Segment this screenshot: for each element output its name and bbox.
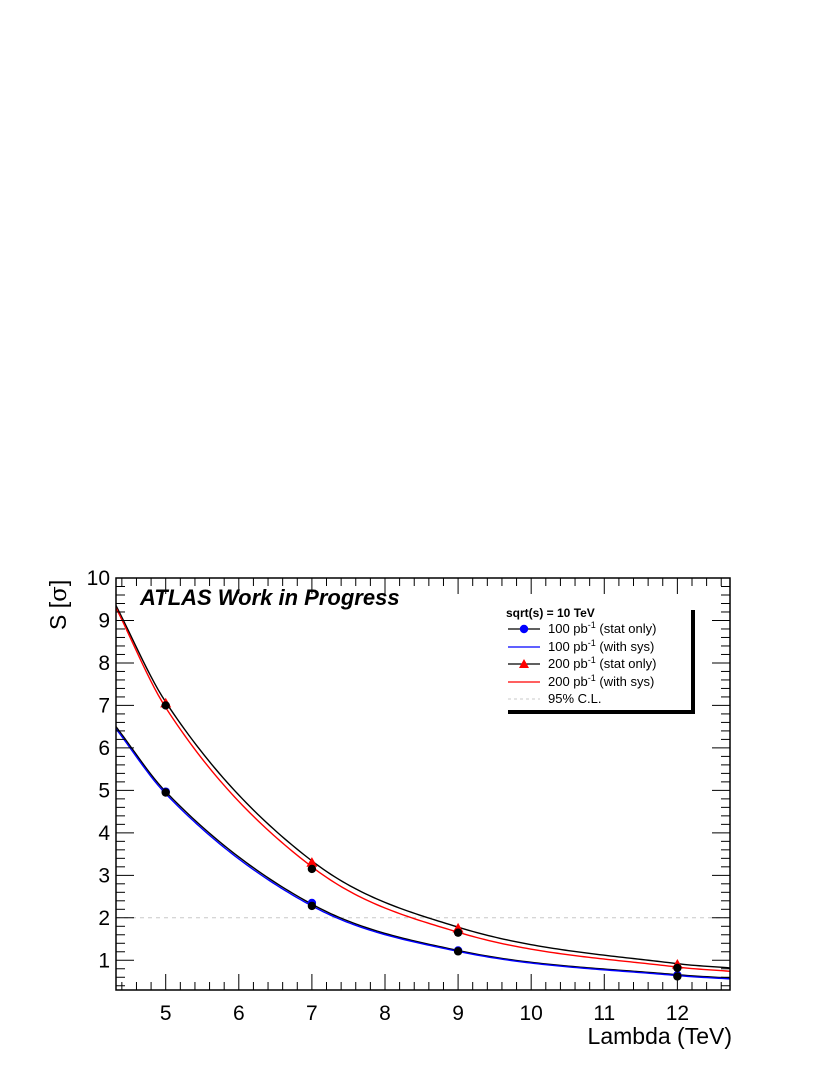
data-point-circle — [161, 701, 170, 710]
y-tick-label: 2 — [98, 907, 110, 930]
data-point-circle — [453, 928, 463, 937]
data-point-circle — [161, 788, 170, 797]
data-point-circle — [307, 901, 317, 911]
legend-label-sup: -1 — [588, 655, 596, 665]
legend-label-main: 200 pb — [548, 674, 588, 689]
y-axis-title-sigma: σ — [46, 586, 72, 602]
plot-content — [116, 605, 730, 981]
y-tick-label: 4 — [98, 822, 110, 845]
x-tick-label: 8 — [379, 1002, 391, 1025]
legend-label-main: 95% C.L. — [548, 691, 601, 706]
legend-entry: 100 pb-1 (with sys) — [508, 638, 654, 654]
legend-entry: 200 pb-1 (with sys) — [508, 673, 654, 689]
y-tick-label: 1 — [98, 949, 110, 972]
legend-title: sqrt(s) = 10 TeV — [506, 606, 595, 620]
legend-entries: 100 pb-1 (stat only)100 pb-1 (with sys)2… — [508, 620, 656, 706]
x-tick-label: 11 — [593, 1002, 615, 1025]
data-point-circle — [673, 963, 682, 973]
y-tick-label: 6 — [98, 737, 110, 760]
x-tick-label: 5 — [160, 1002, 172, 1025]
x-tick-label: 6 — [233, 1002, 245, 1025]
legend: sqrt(s) = 10 TeV 100 pb-1 (stat only)100… — [504, 605, 695, 714]
fit-curve-0 — [116, 726, 730, 979]
legend-label: 95% C.L. — [548, 691, 601, 706]
legend-marker-triangle — [519, 659, 529, 668]
x-tick-label: 9 — [452, 1002, 464, 1025]
fit-curve-1 — [116, 728, 730, 980]
legend-marker-circle — [519, 624, 529, 634]
axis-ticks — [116, 577, 730, 990]
legend-entry: 200 pb-1 (stat only) — [508, 655, 656, 671]
x-tick-label: 7 — [306, 1002, 318, 1025]
plot-frame — [115, 577, 731, 991]
y-tick-label: 7 — [98, 694, 110, 717]
legend-label-suffix: (with sys) — [596, 639, 655, 654]
y-tick-label: 3 — [98, 864, 110, 887]
x-tick-label: 12 — [666, 1002, 689, 1025]
legend-entry: 100 pb-1 (stat only) — [508, 620, 656, 636]
x-tick-label: 10 — [520, 1002, 543, 1025]
legend-label-suffix: (with sys) — [596, 674, 655, 689]
legend-label-sup: -1 — [588, 673, 596, 683]
y-axis-title-end: ] — [45, 580, 71, 586]
legend-entry: 95% C.L. — [508, 691, 601, 706]
legend-label: 200 pb-1 (with sys) — [548, 673, 654, 689]
data-point-circle — [307, 864, 317, 874]
legend-label: 100 pb-1 (with sys) — [548, 638, 654, 654]
legend-label-main: 200 pb — [548, 656, 588, 671]
y-tick-label: 5 — [98, 779, 110, 802]
y-axis-title: S [σ] — [45, 580, 72, 630]
legend-label-main: 100 pb — [548, 639, 588, 654]
y-tick-label: 9 — [98, 609, 110, 632]
chart-watermark: ATLAS Work in Progress — [139, 585, 400, 610]
y-tick-label: 8 — [98, 652, 110, 675]
y-axis-title-main: S [ — [45, 601, 71, 630]
fit-curve-2 — [116, 605, 730, 969]
x-axis-title: Lambda (TeV) — [588, 1023, 732, 1049]
legend-label-sup: -1 — [588, 638, 596, 648]
legend-background — [504, 605, 693, 713]
legend-label-suffix: (stat only) — [596, 621, 657, 636]
legend-label-suffix: (stat only) — [596, 656, 657, 671]
legend-label: 200 pb-1 (stat only) — [548, 655, 656, 671]
legend-label-main: 100 pb — [548, 621, 588, 636]
fit-curve-3 — [116, 607, 730, 973]
legend-label-sup: -1 — [588, 620, 596, 630]
legend-label: 100 pb-1 (stat only) — [548, 620, 656, 636]
y-tick-label: 10 — [87, 567, 110, 590]
data-point-triangle — [306, 857, 318, 867]
data-point-circle — [453, 947, 463, 956]
